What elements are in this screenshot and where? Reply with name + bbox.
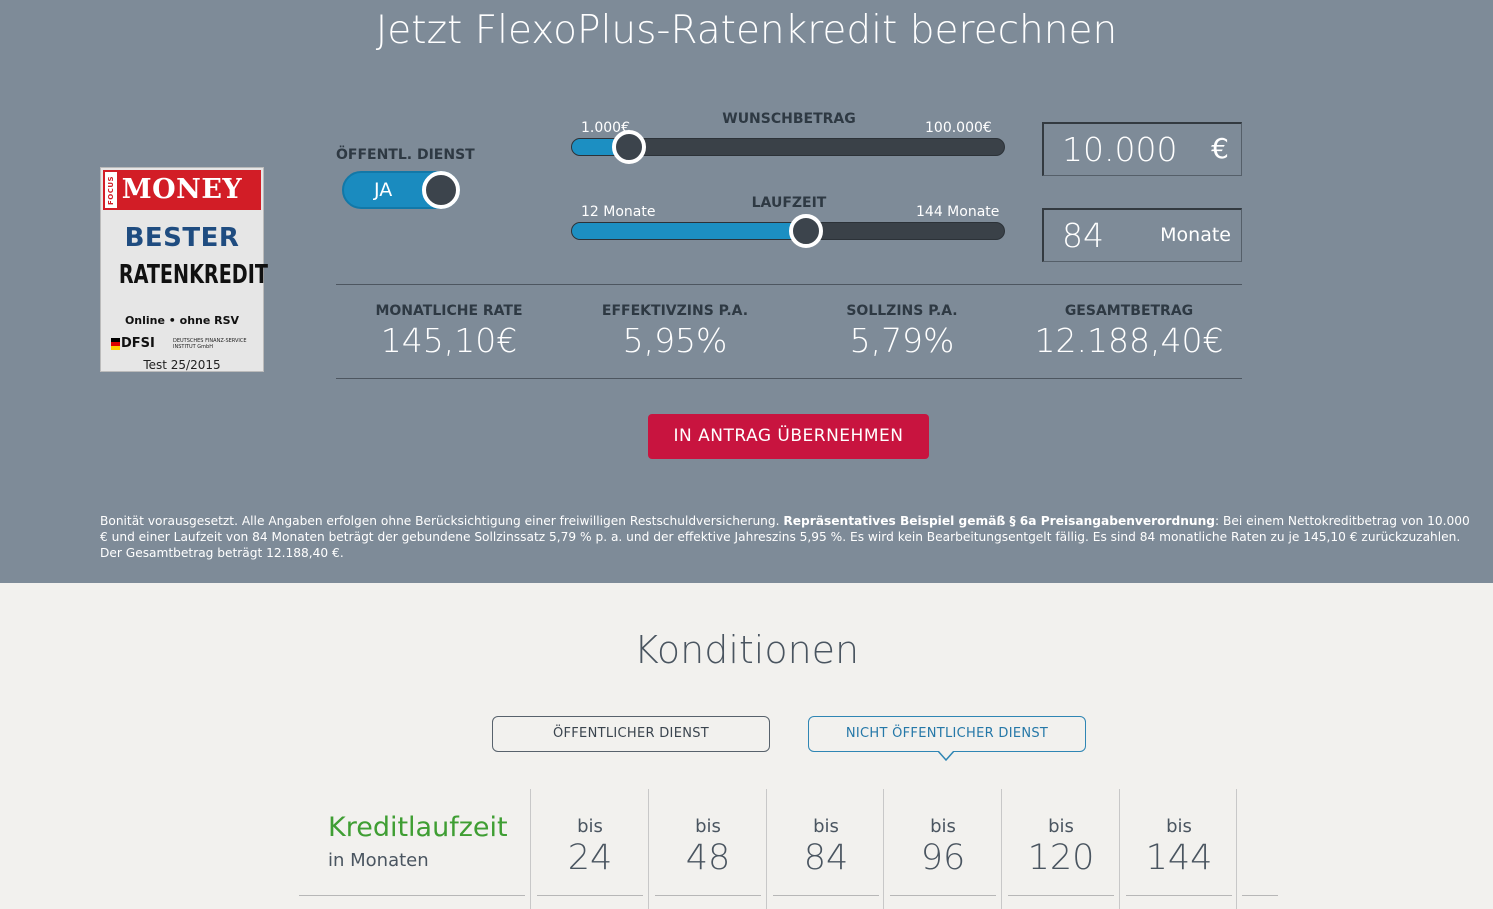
result-monatliche-rate: MONATLICHE RATE 145,10€ [336, 303, 562, 360]
money-logo: FOCUS MONEY [103, 170, 261, 210]
result-label: EFFEKTIVZINS P.A. [601, 303, 749, 319]
badge-dfsi: DFSI [121, 336, 155, 351]
toggle-label: JA [374, 179, 393, 201]
term-input-value[interactable]: 84 [1062, 216, 1104, 255]
wunschbetrag-slider-handle[interactable] [612, 130, 646, 164]
term-column-96: bis 96 [883, 789, 1001, 909]
term-input-unit: Monate [1160, 224, 1231, 246]
laufzeit-slider-fill [572, 223, 806, 239]
calculator-section: Jetzt FlexoPlus-Ratenkredit berechnen FO… [0, 0, 1493, 583]
term-value: 84 [803, 838, 849, 878]
amount-input-unit: € [1211, 132, 1229, 165]
kreditlaufzeit-sub: in Monaten [328, 850, 429, 871]
oeffentl-dienst-label: ÖFFENTL. DIENST [336, 147, 475, 163]
active-tab-caret-icon [938, 751, 954, 761]
focus-money-test-badge: FOCUS MONEY BESTER RATENKREDIT Online • … [100, 167, 268, 372]
result-effektivzins: EFFEKTIVZINS P.A. 5,95% [562, 303, 788, 360]
term-prefix: bis [1166, 816, 1192, 837]
divider [336, 284, 1242, 285]
amount-input[interactable]: 10.000 € [1042, 122, 1242, 176]
term-value: 120 [1027, 838, 1095, 878]
term-prefix: bis [695, 816, 721, 837]
term-value: 48 [685, 838, 731, 878]
term-column-48: bis 48 [648, 789, 766, 909]
term-column-84: bis 84 [766, 789, 884, 909]
tab-oeffentlicher-dienst[interactable]: ÖFFENTLICHER DIENST [492, 716, 770, 752]
result-value: 145,10€ [380, 321, 518, 360]
disclaimer: Bonität vorausgesetzt. Alle Angaben erfo… [100, 514, 1470, 560]
wunschbetrag-max: 100.000€ [925, 120, 992, 136]
wunschbetrag-min: 1.000€ [581, 120, 630, 136]
badge-test: Test 25/2015 [143, 358, 221, 372]
result-gesamtbetrag: GESAMTBETRAG 12.188,40€ [1016, 303, 1242, 360]
result-label: SOLLZINS P.A. [846, 303, 958, 319]
result-value: 5,79% [849, 321, 955, 360]
term-prefix: bis [1048, 816, 1074, 837]
german-flag-icon [111, 338, 120, 350]
tab-nicht-oeffentlicher-dienst[interactable]: NICHT ÖFFENTLICHER DIENST [808, 716, 1086, 752]
badge-dfsi-small: DEUTSCHES FINANZ-SERVICE INSTITUT GmbH [173, 338, 247, 350]
badge-best: BESTER [124, 223, 240, 253]
result-value: 12.188,40€ [1034, 321, 1224, 360]
term-input[interactable]: 84 Monate [1042, 208, 1242, 262]
laufzeit-max: 144 Monate [916, 204, 1000, 220]
toggle-knob[interactable] [422, 171, 460, 209]
row-divider [299, 895, 525, 896]
laufzeit-slider-handle[interactable] [789, 214, 823, 248]
result-label: GESAMTBETRAG [1064, 303, 1194, 319]
term-column-24: bis 24 [530, 789, 648, 909]
term-value: 144 [1145, 838, 1213, 878]
amount-input-value[interactable]: 10.000 [1062, 130, 1178, 169]
badge-ratenkredit: RATENKREDIT [118, 260, 268, 290]
term-column-144: bis 144 [1119, 789, 1237, 909]
result-value: 5,95% [622, 321, 728, 360]
term-value: 24 [567, 838, 613, 878]
laufzeit-min: 12 Monate [581, 204, 656, 220]
result-sollzins: SOLLZINS P.A. 5,79% [789, 303, 1015, 360]
term-prefix: bis [930, 816, 956, 837]
wunschbetrag-label: WUNSCHBETRAG [722, 111, 856, 127]
term-column-120: bis 120 [1001, 789, 1119, 909]
row-divider [1242, 895, 1278, 896]
term-prefix: bis [577, 816, 603, 837]
column-divider [1236, 789, 1237, 909]
oeffentl-dienst-toggle[interactable]: JA [342, 171, 460, 209]
konditionen-title: Konditionen [633, 628, 860, 672]
term-value: 96 [920, 838, 966, 878]
laufzeit-slider[interactable] [571, 214, 1005, 248]
result-label: MONATLICHE RATE [375, 303, 523, 319]
wunschbetrag-slider[interactable] [571, 130, 1005, 164]
apply-button[interactable]: IN ANTRAG ÜBERNEHMEN [648, 414, 929, 459]
calculator-title: Jetzt FlexoPlus-Ratenkredit berechnen [375, 8, 1118, 53]
term-prefix: bis [813, 816, 839, 837]
badge-online: Online • ohne RSV [124, 314, 240, 327]
kreditlaufzeit-label: Kreditlaufzeit [328, 812, 508, 843]
divider [336, 378, 1242, 379]
laufzeit-label: LAUFZEIT [751, 195, 827, 211]
